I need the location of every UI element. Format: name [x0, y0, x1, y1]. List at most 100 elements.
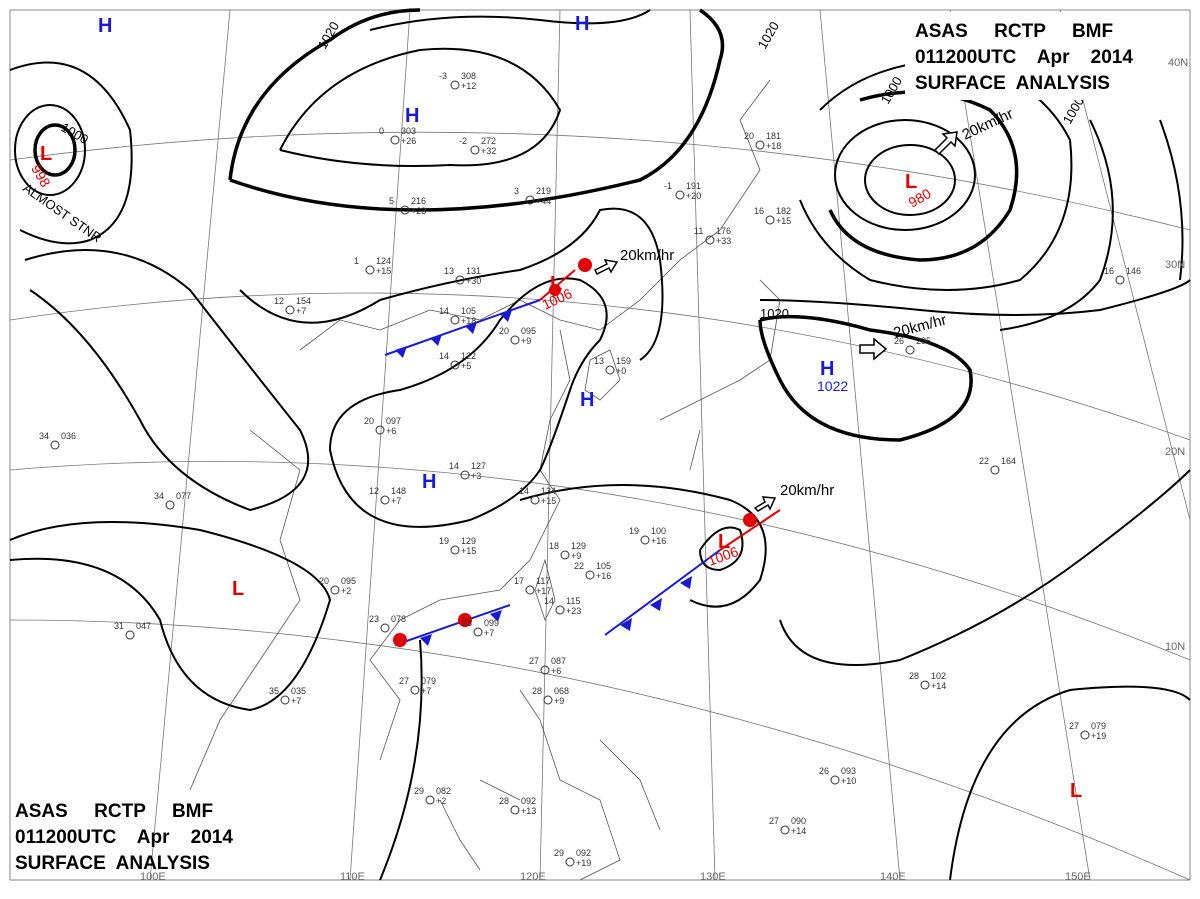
station-circle-icon — [525, 585, 535, 595]
station-pressure: 134 — [541, 486, 556, 496]
station-temperature: 26 — [819, 766, 829, 776]
cold-front-north — [384, 299, 541, 356]
station-temperature: 16 — [1104, 266, 1114, 276]
station-pressure: 159 — [616, 356, 631, 366]
station-tendency: +16 — [596, 571, 611, 581]
station-temperature: 14 — [439, 306, 449, 316]
station-plot: 12 148+7 — [369, 486, 406, 506]
station-circle-icon — [473, 627, 483, 637]
station-temperature: 22 — [979, 456, 989, 466]
station-temperature: 28 — [499, 796, 509, 806]
high-pressure-value: 1022 — [817, 378, 848, 394]
station-circle-icon — [50, 440, 60, 450]
station-plot: 22 164 — [979, 456, 1016, 475]
station-circle-icon — [605, 365, 615, 375]
station-circle-icon — [1115, 275, 1125, 285]
station-pressure: 148 — [391, 486, 406, 496]
longitude-label: 100E — [140, 871, 166, 883]
station-temperature: 23 — [369, 614, 379, 624]
station-pressure: 176 — [716, 226, 731, 236]
station-pressure: 035 — [291, 686, 306, 696]
station-temperature: 31 — [114, 621, 124, 631]
low-center: L — [40, 143, 52, 165]
station-tendency: +23 — [411, 206, 426, 216]
station-plot: 1 124+15 — [354, 256, 391, 276]
station-tendency: +15 — [541, 496, 556, 506]
station-plot: 20 181+18 — [744, 131, 781, 151]
station-pressure: 068 — [554, 686, 569, 696]
station-plot: 26 205 — [894, 336, 931, 355]
station-circle-icon — [530, 495, 540, 505]
station-pressure: 087 — [551, 656, 566, 666]
high-center: H — [405, 105, 419, 127]
low-center: L — [718, 531, 730, 553]
station-tendency: +20 — [686, 191, 701, 201]
longitude-label: 110E — [340, 871, 365, 883]
station-pressure: 036 — [61, 431, 76, 441]
station-circle-icon — [280, 695, 290, 705]
low-center: L — [1070, 780, 1082, 802]
station-tendency: +2 — [436, 796, 446, 806]
station-plot: 28 068+9 — [532, 686, 569, 706]
station-temperature: 18 — [549, 541, 559, 551]
station-plot: 16 146 — [1104, 266, 1141, 285]
station-circle-icon — [365, 265, 375, 275]
station-pressure: 105 — [596, 561, 611, 571]
station-circle-icon — [920, 680, 930, 690]
isobar-label: 1020 — [755, 19, 782, 52]
station-circle-icon — [705, 235, 715, 245]
station-pressure: 090 — [791, 816, 806, 826]
station-pressure: 127 — [471, 461, 486, 471]
station-pressure: 122 — [461, 351, 476, 361]
movement-speed-label: 20km/hr — [620, 247, 674, 264]
station-pressure: 099 — [484, 618, 499, 628]
station-plot: 31 047 — [114, 621, 151, 640]
movement-speed-label: 20km/hr — [780, 482, 834, 499]
station-plot: 34 077 — [154, 491, 191, 510]
coastlines — [189, 79, 781, 881]
station-circle-icon — [390, 135, 400, 145]
station-circle-icon — [830, 775, 840, 785]
station-tendency: +12 — [461, 81, 476, 91]
station-plot: 14 134+15 — [519, 486, 556, 506]
station-pressure: 117 — [536, 576, 550, 586]
warm-front-east — [719, 509, 781, 551]
station-plot: 17 117+17 — [514, 576, 551, 596]
title-block-top: ASAS RCTP BMF 011200UTC Apr 2014 SURFACE… — [905, 12, 1155, 100]
station-temperature: 14 — [439, 351, 449, 361]
high-center: H — [422, 471, 436, 493]
station-pressure: 078 — [391, 614, 406, 624]
high-center: H — [575, 13, 589, 35]
station-plot: 19 100+16 — [629, 526, 666, 546]
station-circle-icon — [400, 205, 410, 215]
station-pressure: 102 — [931, 671, 946, 681]
title-line: ASAS RCTP BMF — [915, 21, 1113, 42]
station-temperature: 12 — [369, 486, 379, 496]
station-tendency: +32 — [481, 146, 496, 156]
station-temperature: 20 — [364, 416, 374, 426]
station-circle-icon — [540, 665, 550, 675]
station-plot: 11 176+33 — [694, 226, 731, 246]
station-circle-icon — [380, 495, 390, 505]
station-temperature: 20 — [319, 576, 329, 586]
station-tendency: +9 — [571, 551, 581, 561]
station-tendency: +0 — [616, 366, 626, 376]
grid-labels: 100E 110E 120E 130E 140E 150E 10N 20N 30… — [140, 57, 1188, 883]
title-line: SURFACE ANALYSIS — [915, 73, 1110, 94]
station-temperature: 34 — [39, 431, 49, 441]
movement-arrow-icon — [859, 337, 888, 361]
station-temperature: 27 — [529, 656, 539, 666]
graticule — [9, 9, 1191, 881]
station-pressure: 216 — [411, 196, 426, 206]
station-temperature: 27 — [769, 816, 779, 826]
station-temperature: 23 — [462, 618, 472, 628]
station-pressure: 129 — [571, 541, 586, 551]
station-temperature: 20 — [744, 131, 754, 141]
longitude-label: 150E — [1065, 871, 1091, 883]
station-temperature: 17 — [514, 576, 524, 586]
station-pressure: 082 — [436, 786, 451, 796]
station-plot: 29 082+2 — [414, 786, 451, 806]
station-tendency: +17 — [536, 586, 551, 596]
low-center: L — [905, 171, 917, 193]
